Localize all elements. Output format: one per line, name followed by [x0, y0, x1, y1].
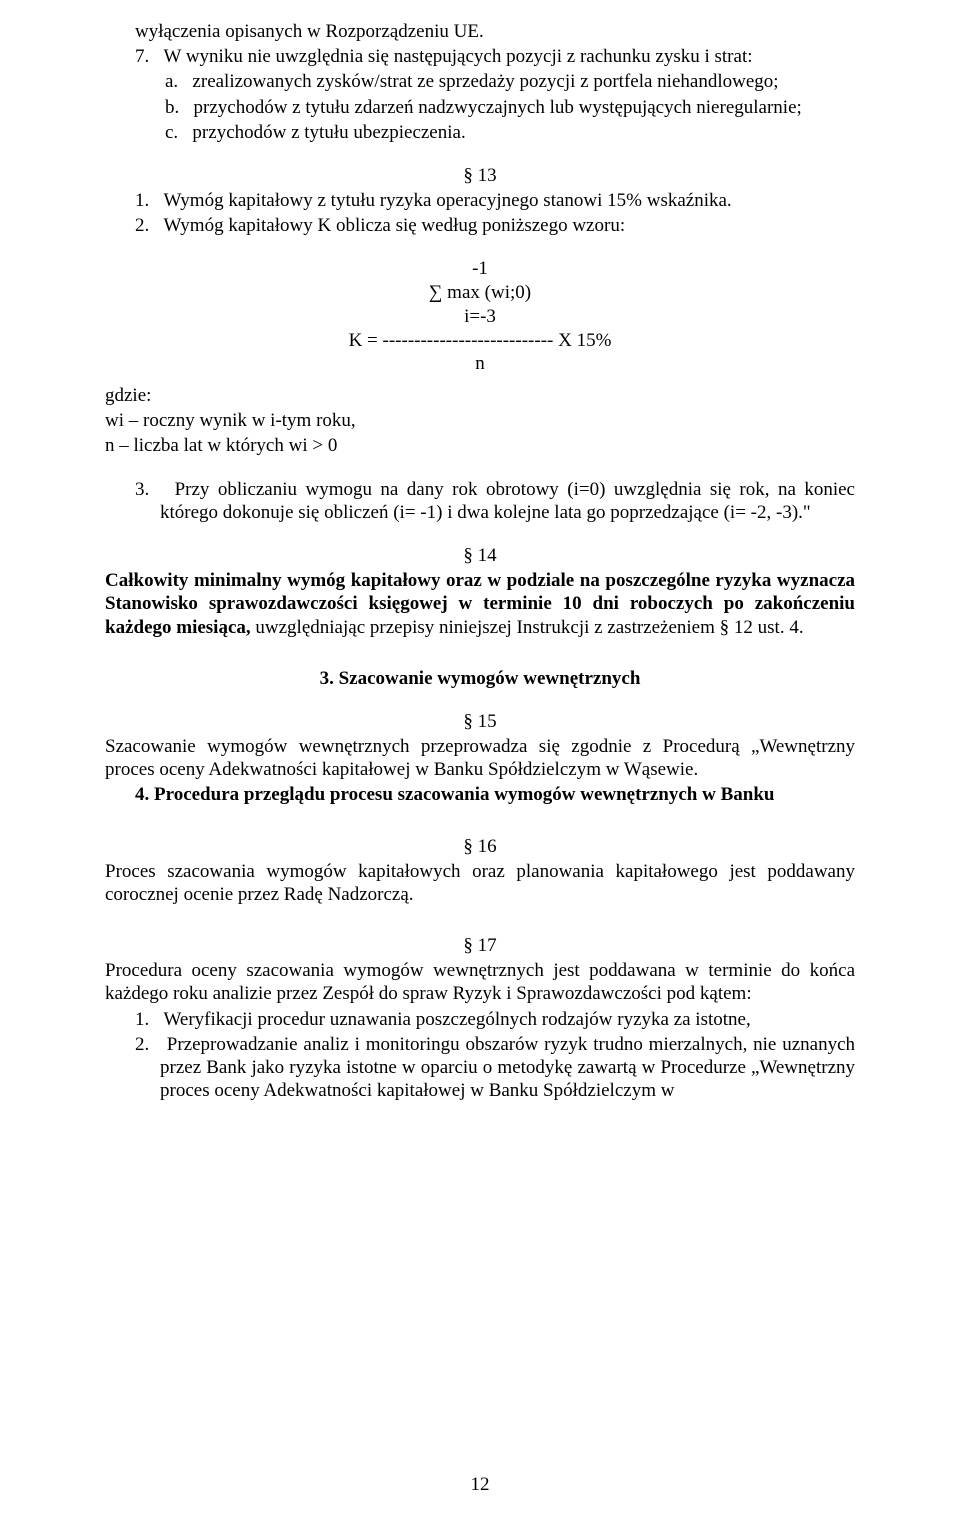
formula-line: ∑ max (wi;0)	[105, 281, 855, 305]
section-number: § 13	[105, 164, 855, 187]
body-text: Całkowity minimalny wymóg kapitałowy ora…	[105, 569, 855, 639]
formula-block: -1 ∑ max (wi;0) i=-3 K = ---------------…	[105, 257, 855, 376]
text-run: uwzględniając przepisy niniejszej Instru…	[255, 617, 803, 638]
sub-list-item: a. zrealizowanych zysków/strat ze sprzed…	[105, 70, 855, 93]
list-item: 3. Przy obliczaniu wymogu na dany rok ob…	[105, 478, 855, 524]
sub-list-item: c. przychodów z tytułu ubezpieczenia.	[105, 121, 855, 144]
page-number: 12	[0, 1474, 960, 1496]
section-number: § 16	[105, 835, 855, 858]
document-page: wyłączenia opisanych w Rozporządzeniu UE…	[0, 0, 960, 1524]
body-text: Proces szacowania wymogów kapitałowych o…	[105, 860, 855, 906]
heading: 4. Procedura przeglądu procesu szacowani…	[105, 783, 855, 806]
section-number: § 15	[105, 710, 855, 733]
list-item: 1. Weryfikacji procedur uznawania poszcz…	[105, 1008, 855, 1031]
formula-line: -1	[105, 257, 855, 281]
sub-list-item: b. przychodów z tytułu zdarzeń nadzwycza…	[105, 96, 855, 119]
heading: 3. Szacowanie wymogów wewnętrznych	[105, 667, 855, 690]
body-text: gdzie:	[105, 384, 855, 407]
list-item: 2. Wymóg kapitałowy K oblicza się według…	[105, 214, 855, 237]
body-text: n – liczba lat w których wi > 0	[105, 434, 855, 457]
body-text: wyłączenia opisanych w Rozporządzeniu UE…	[105, 20, 855, 43]
section-number: § 14	[105, 544, 855, 567]
section-number: § 17	[105, 934, 855, 957]
formula-line: n	[105, 352, 855, 376]
list-item: 7. W wyniku nie uwzględnia się następują…	[105, 45, 855, 68]
list-item: 1. Wymóg kapitałowy z tytułu ryzyka oper…	[105, 189, 855, 212]
body-text: Procedura oceny szacowania wymogów wewnę…	[105, 959, 855, 1005]
formula-line: i=-3	[105, 305, 855, 329]
list-item: 2. Przeprowadzanie analiz i monitoringu …	[105, 1033, 855, 1103]
body-text: wi – roczny wynik w i-tym roku,	[105, 409, 855, 432]
formula-line: K = --------------------------- X 15%	[105, 329, 855, 353]
body-text: Szacowanie wymogów wewnętrznych przeprow…	[105, 735, 855, 781]
